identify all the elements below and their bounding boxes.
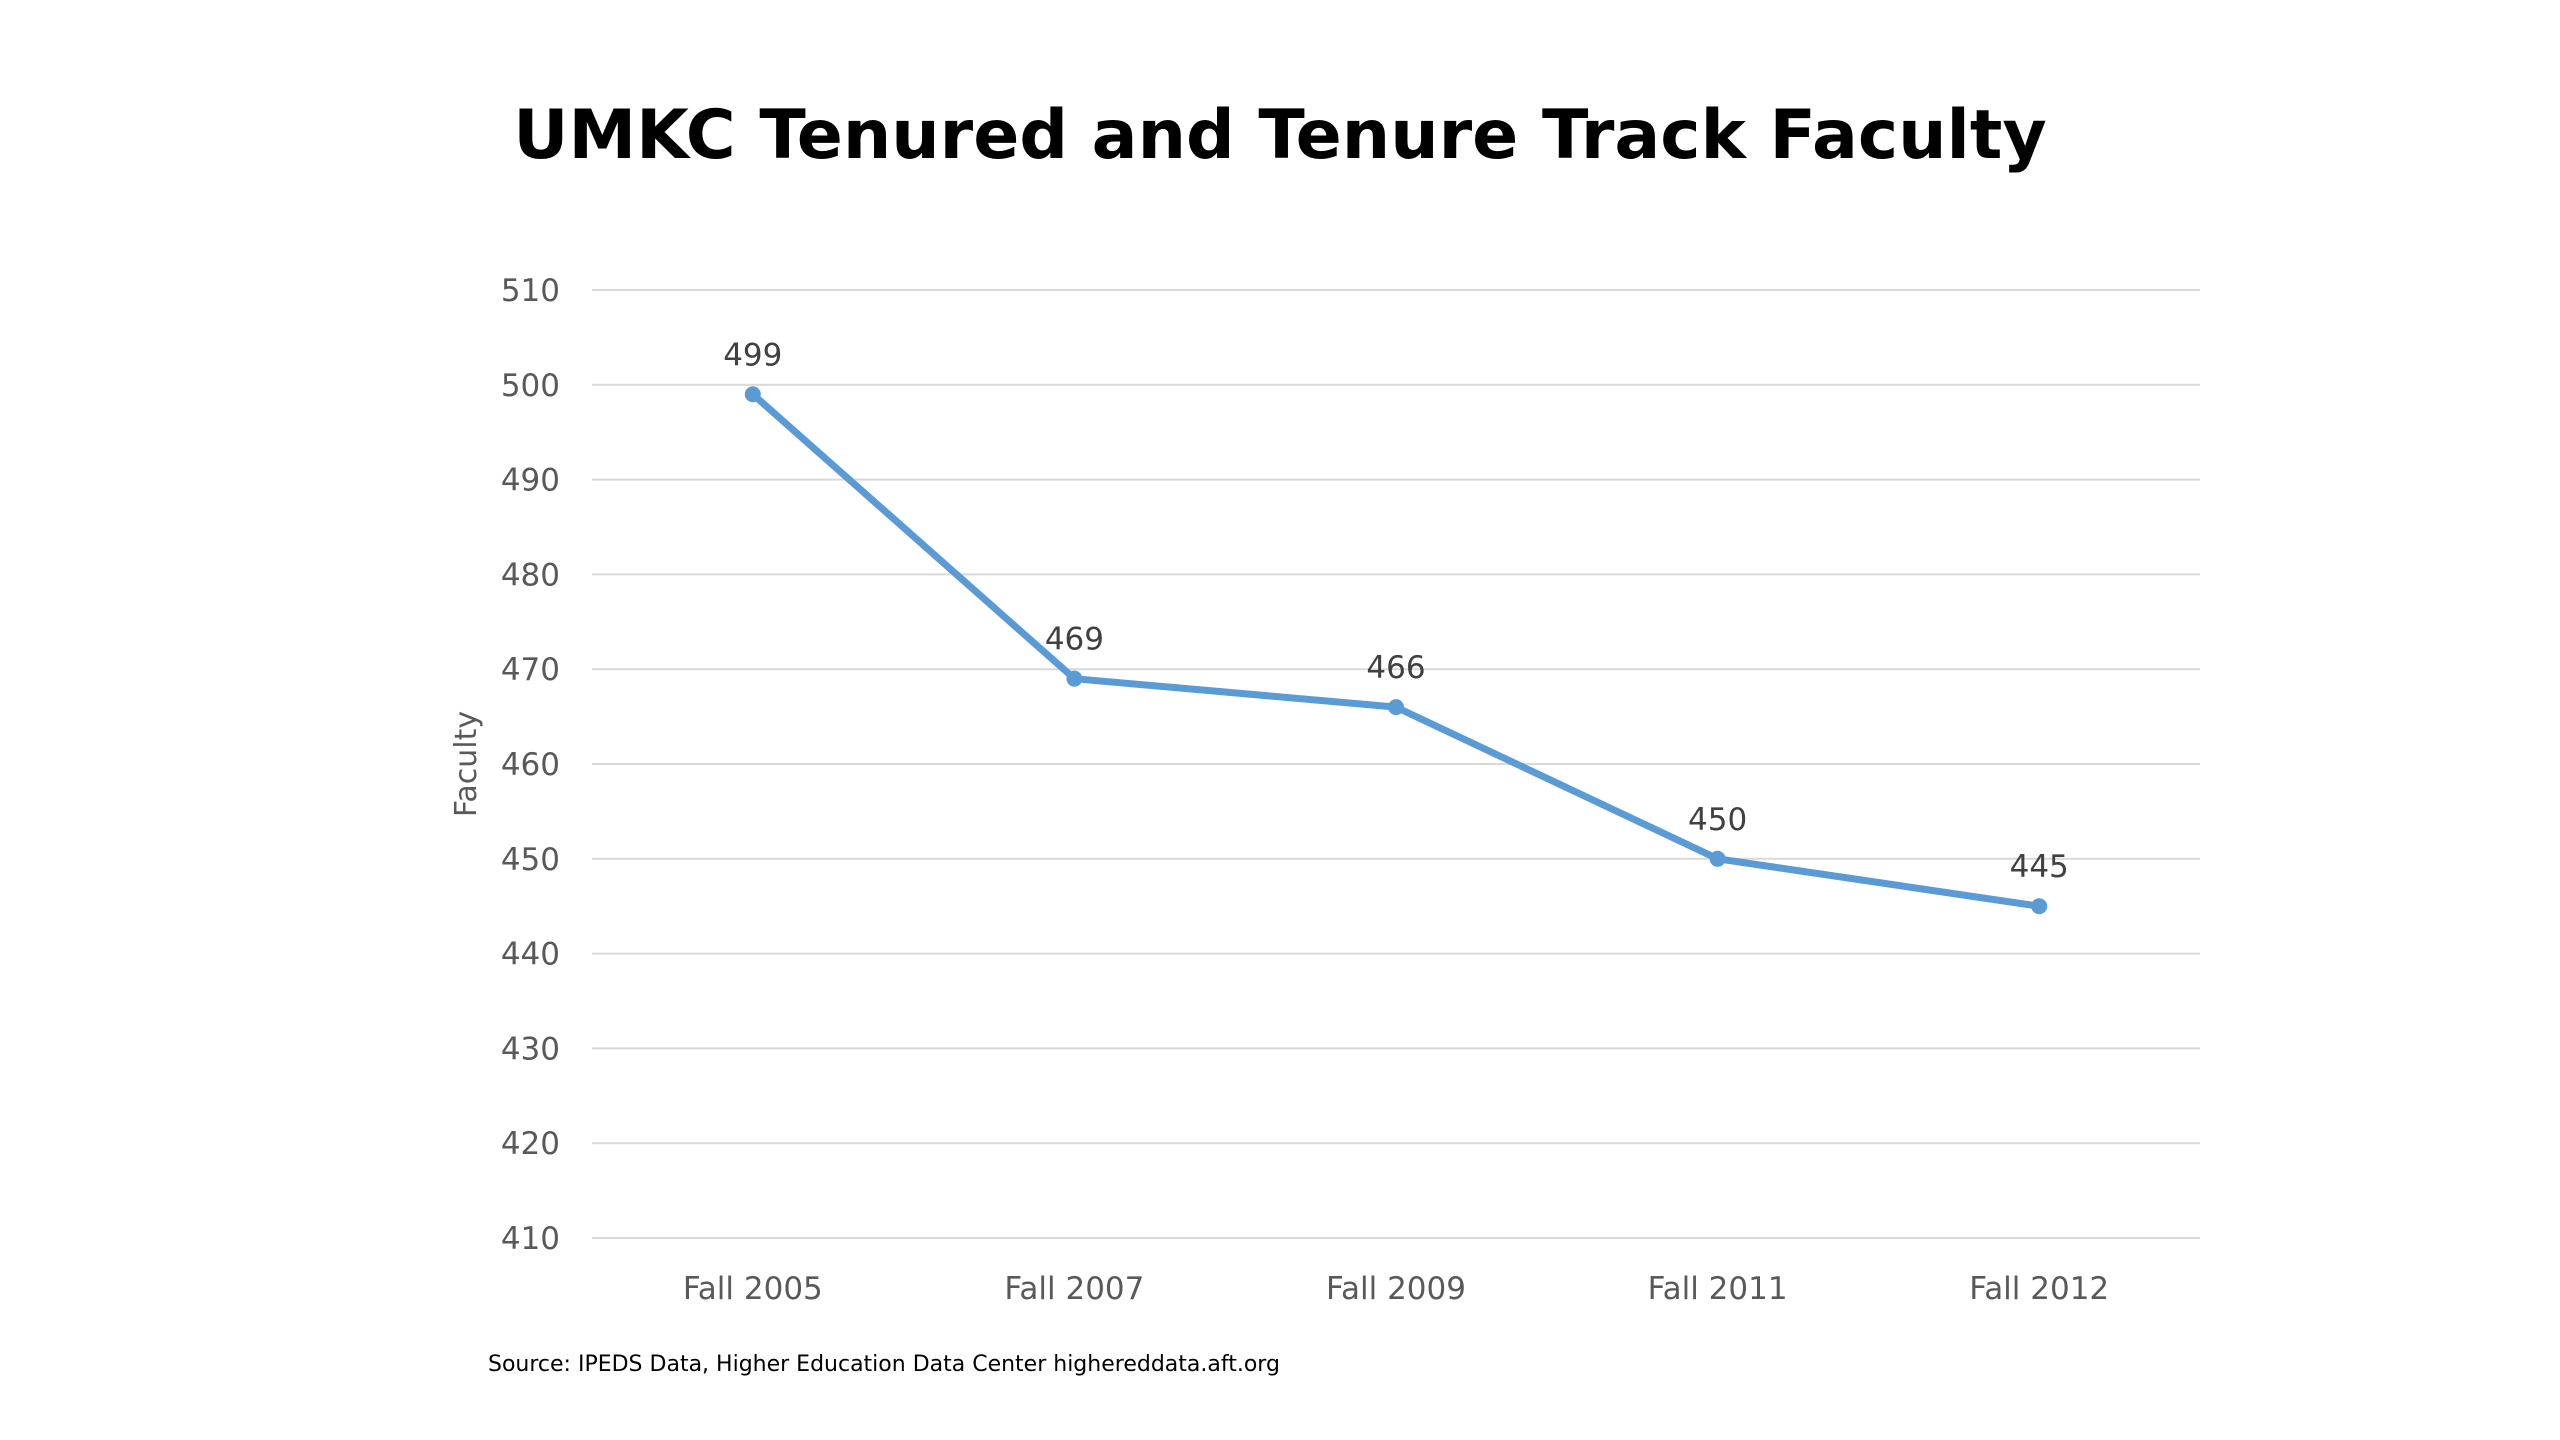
y-tick-label: 500 bbox=[501, 368, 560, 404]
data-point bbox=[1709, 850, 1726, 867]
x-tick-label: Fall 2012 bbox=[1969, 1271, 2109, 1307]
chart-title: UMKC Tenured and Tenure Track Faculty bbox=[513, 96, 2047, 175]
y-tick-label: 420 bbox=[501, 1126, 560, 1162]
series-layer bbox=[744, 386, 2048, 915]
x-tick-label: Fall 2011 bbox=[1648, 1271, 1788, 1307]
data-label: 445 bbox=[2010, 849, 2069, 885]
y-axis-title: Faculty bbox=[449, 711, 484, 817]
source-note: Source: IPEDS Data, Higher Education Dat… bbox=[488, 1352, 1280, 1377]
data-label: 469 bbox=[1045, 622, 1104, 658]
y-tick-label: 490 bbox=[501, 463, 560, 499]
data-label: 499 bbox=[723, 337, 782, 373]
y-axis-ticks: 410 420 430 440 450 460 470 480 490 500 510 bbox=[501, 273, 560, 1257]
data-point bbox=[2031, 898, 2048, 915]
y-tick-label: 460 bbox=[501, 747, 560, 783]
y-tick-label: 440 bbox=[501, 937, 560, 973]
data-point bbox=[744, 386, 761, 403]
data-label: 466 bbox=[1366, 650, 1425, 686]
x-tick-label: Fall 2007 bbox=[1004, 1271, 1144, 1307]
gridlines bbox=[592, 289, 2200, 1239]
y-tick-label: 510 bbox=[501, 273, 560, 309]
y-tick-label: 430 bbox=[501, 1031, 560, 1067]
y-tick-label: 410 bbox=[501, 1221, 560, 1257]
x-axis-ticks: Fall 2005 Fall 2007 Fall 2009 Fall 2011 Fall… bbox=[683, 1271, 2109, 1307]
y-tick-label: 480 bbox=[501, 557, 560, 593]
data-point bbox=[1066, 670, 1083, 687]
data-label: 450 bbox=[1688, 802, 1747, 838]
data-point bbox=[1388, 699, 1404, 716]
x-tick-label: Fall 2005 bbox=[683, 1271, 823, 1307]
x-tick-label: Fall 2009 bbox=[1326, 1271, 1466, 1307]
y-tick-label: 450 bbox=[501, 842, 560, 878]
y-tick-label: 470 bbox=[501, 652, 560, 688]
data-labels: 499 469 466 450 445 bbox=[723, 337, 2069, 885]
